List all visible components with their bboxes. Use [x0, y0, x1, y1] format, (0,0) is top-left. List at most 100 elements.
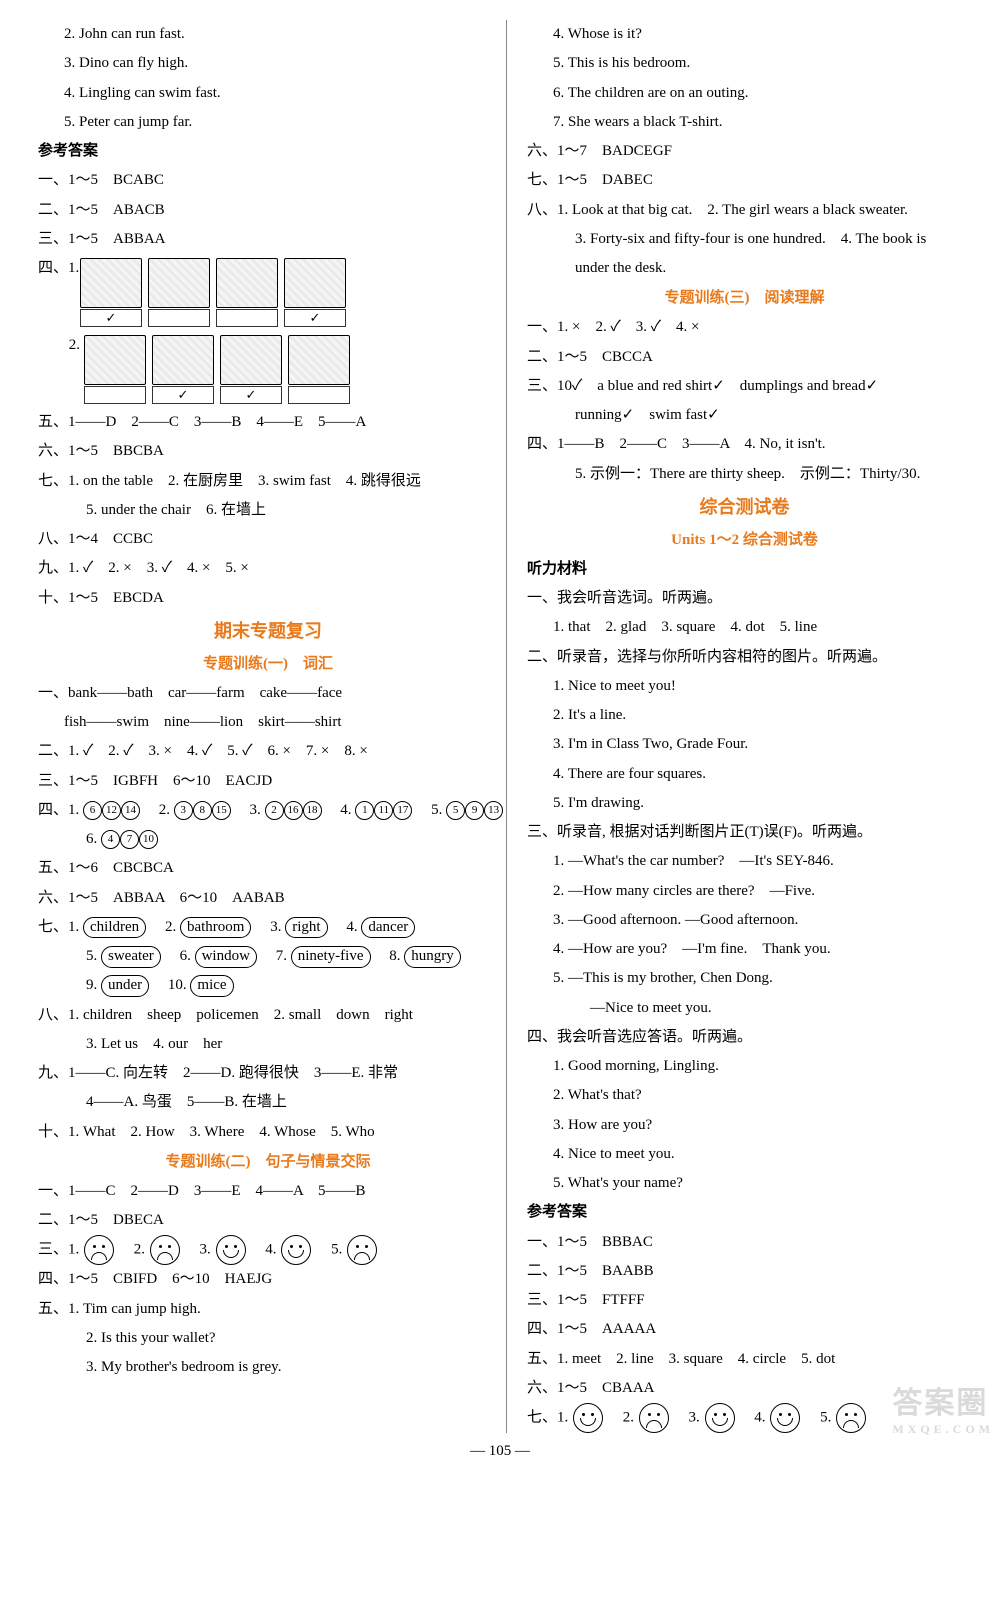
- face-icon: [347, 1235, 377, 1265]
- answer-line: 五、1～6 CBCBCA: [38, 854, 498, 883]
- text: 一、我会听音选词。听两遍。: [527, 584, 962, 613]
- lead: 七、1.: [527, 1409, 572, 1425]
- answer-line: 八、1. children sheep policemen 2. small d…: [38, 1001, 498, 1030]
- circled-word: window: [195, 946, 257, 968]
- face-icon: [573, 1403, 603, 1433]
- circled-word: hungry: [404, 946, 461, 968]
- circled-num: 18: [303, 801, 322, 820]
- text: 四、我会听音选应答语。听两遍。: [527, 1023, 962, 1052]
- tick-box: [84, 386, 146, 404]
- circled-word: under: [101, 975, 149, 997]
- text: 3. How are you?: [527, 1111, 962, 1140]
- answer-line: 3. Forty-six and fifty-four is one hundr…: [527, 225, 962, 254]
- section-subtitle: 专题训练(二) 句子与情景交际: [38, 1147, 498, 1177]
- answer-line: 十、1～5 EBCDA: [38, 584, 498, 613]
- circled-num: 1: [355, 801, 374, 820]
- text: 二、听录音，选择与你所听内容相符的图片。听两遍。: [527, 643, 962, 672]
- section-header: 参考答案: [527, 1198, 962, 1227]
- circled-num: 17: [393, 801, 412, 820]
- watermark-text: 答案圈: [892, 1387, 988, 1420]
- face-icon: [150, 1235, 180, 1265]
- answer-line: 二、1～5 BAABB: [527, 1257, 962, 1286]
- section-subtitle: 专题训练(一) 词汇: [38, 649, 498, 679]
- face-icon: [836, 1403, 866, 1433]
- circled-num: 13: [484, 801, 503, 820]
- lead: 三、1.: [38, 1242, 83, 1258]
- answer-line: 五、1. Tim can jump high.: [38, 1295, 498, 1324]
- num: 2.: [165, 919, 176, 935]
- text: 2. —How many circles are there? —Five.: [527, 877, 962, 906]
- face-icon: [639, 1403, 669, 1433]
- answer-line: 四、1——B 2——C 3——A 4. No, it isn't.: [527, 430, 962, 459]
- section-title: 综合测试卷: [527, 489, 962, 525]
- answer-line: 四、1～5 CBIFD 6～10 HAEJG: [38, 1265, 498, 1294]
- picture-box: [220, 335, 282, 385]
- circled-word: bathroom: [180, 917, 252, 939]
- answer-line: 5. 示例一：There are thirty sheep. 示例二：Thirt…: [527, 460, 962, 489]
- num: 9.: [86, 977, 97, 993]
- answer-line: 三、1～5 ABBAA: [38, 225, 498, 254]
- text: 6. The children are on an outing.: [527, 79, 962, 108]
- answer-line: 6. 4710: [38, 825, 498, 854]
- answer-line: 九、1. ✓ 2. × 3. ✓ 4. × 5. ×: [38, 554, 498, 583]
- text: 1. that 2. glad 3. square 4. dot 5. line: [527, 613, 962, 642]
- answer-line: 一、1——C 2——D 3——E 4——A 5——B: [38, 1177, 498, 1206]
- circled-num: 5: [446, 801, 465, 820]
- circled-num: 9: [465, 801, 484, 820]
- picture-box: [148, 258, 210, 308]
- tick-box: ✓: [152, 386, 214, 404]
- circled-num: 16: [284, 801, 303, 820]
- text: —Nice to meet you.: [527, 994, 962, 1023]
- circled-num: 10: [139, 830, 158, 849]
- text: 4. Nice to meet you.: [527, 1140, 962, 1169]
- section-header: 听力材料: [527, 555, 962, 584]
- face-icon: [705, 1403, 735, 1433]
- text: 1. Nice to meet you!: [527, 672, 962, 701]
- section-header: 参考答案: [38, 137, 498, 166]
- answer-line: 三、10✓ a blue and red shirt✓ dumplings an…: [527, 372, 962, 401]
- picture-box: [152, 335, 214, 385]
- answer-line: 3. My brother's bedroom is grey.: [38, 1353, 498, 1382]
- text: 3. I'm in Class Two, Grade Four.: [527, 730, 962, 759]
- circled-word: right: [285, 917, 327, 939]
- circled-num: 11: [374, 801, 393, 820]
- lead: 6.: [86, 831, 101, 847]
- circled-word: children: [83, 917, 146, 939]
- answer-line: 2. Is this your wallet?: [38, 1324, 498, 1353]
- circled-num: 15: [212, 801, 231, 820]
- text: 5. Peter can jump far.: [38, 108, 498, 137]
- answer-line: 二、1～5 CBCCA: [527, 343, 962, 372]
- answer-line: 三、1～5 FTFFF: [527, 1286, 962, 1315]
- num: 7.: [276, 948, 287, 964]
- text: 5. What's your name?: [527, 1169, 962, 1198]
- answer-line: fish——swim nine——lion skirt——shirt: [38, 708, 498, 737]
- label: 2.: [38, 331, 84, 360]
- tick-box: ✓: [220, 386, 282, 404]
- lead: 2.: [144, 802, 174, 818]
- text: 4. There are four squares.: [527, 760, 962, 789]
- circled-word: mice: [190, 975, 233, 997]
- answer-line: 三、1. 2. 3. 4. 5.: [38, 1235, 498, 1265]
- page-number-value: 105: [489, 1443, 512, 1459]
- lead: 4.: [325, 802, 355, 818]
- answer-line: 四、1～5 AAAAA: [527, 1315, 962, 1344]
- num: 3.: [270, 919, 281, 935]
- watermark-url: MXQE.COM: [892, 1422, 994, 1437]
- picture-box: [216, 258, 278, 308]
- text: 3. —Good afternoon. —Good afternoon.: [527, 906, 962, 935]
- text: 5. —This is my brother, Chen Dong.: [527, 964, 962, 993]
- text: 1. Good morning, Lingling.: [527, 1052, 962, 1081]
- section-title: 期末专题复习: [38, 613, 498, 649]
- answer-line: under the desk.: [527, 254, 962, 283]
- answer-line: 一、1～5 BBBAC: [527, 1228, 962, 1257]
- answer-line: 一、bank——bath car——farm cake——face: [38, 679, 498, 708]
- lead: 四、1.: [38, 802, 83, 818]
- answer-line: 5. under the chair 6. 在墙上: [38, 496, 498, 525]
- circled-num: 7: [120, 830, 139, 849]
- circled-word: ninety-five: [291, 946, 371, 968]
- image-row: ✓ ✓: [80, 254, 346, 331]
- num: 10.: [168, 977, 187, 993]
- circled-num: 6: [83, 801, 102, 820]
- circled-num: 3: [174, 801, 193, 820]
- num: 8.: [389, 948, 400, 964]
